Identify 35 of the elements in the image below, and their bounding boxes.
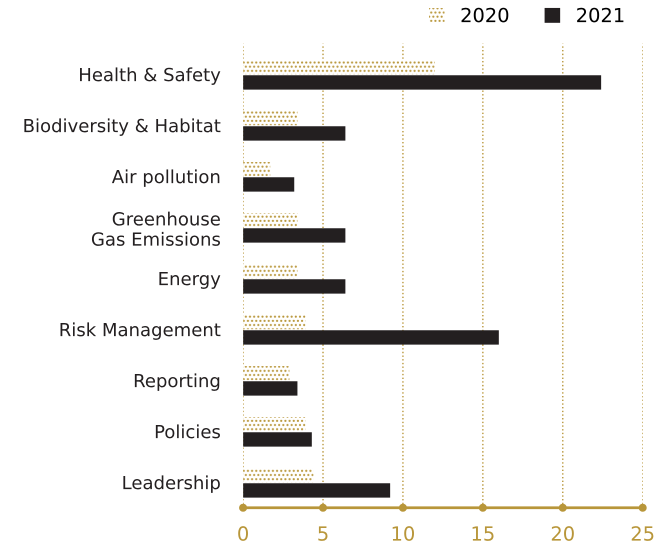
x-tick-label: 15: [472, 526, 494, 541]
y-tick-label: Health & Safety: [80, 67, 220, 85]
bar: [243, 264, 298, 278]
bar: [243, 279, 346, 294]
x-tick-label: 20: [552, 526, 574, 541]
x-tick-label: 10: [392, 526, 414, 541]
y-tick-label: Risk Management: [60, 322, 220, 340]
bar: [243, 366, 290, 380]
y-tick-label: Greenhouse Gas Emissions: [92, 212, 220, 246]
bar: [243, 162, 270, 176]
bar: [243, 315, 306, 330]
y-tick-label: Leadership: [123, 475, 220, 493]
y-tick-label: Energy: [159, 272, 220, 289]
bar: [243, 432, 312, 447]
bar: [243, 468, 314, 482]
bar: [243, 417, 306, 432]
legend-label: 2021: [577, 8, 624, 22]
y-tick-label: Air pollution: [112, 169, 220, 187]
x-tick-label: 5: [318, 526, 328, 541]
bar: [243, 126, 346, 141]
bar: [243, 483, 390, 498]
y-tick-label: Biodiversity & Habitat: [24, 118, 220, 136]
bar: [243, 228, 346, 243]
bar: [243, 330, 499, 345]
bar: [243, 213, 298, 228]
bar: [243, 60, 435, 74]
bar: [243, 177, 294, 192]
bar: [243, 75, 602, 90]
x-tick-label: 0: [238, 526, 248, 541]
x-tick-label: 25: [632, 526, 654, 541]
legend-label: 2020: [462, 8, 508, 22]
bar: [243, 111, 298, 126]
bar: [243, 381, 298, 396]
y-tick-label: Reporting: [134, 373, 220, 391]
y-tick-label: Policies: [156, 424, 220, 438]
